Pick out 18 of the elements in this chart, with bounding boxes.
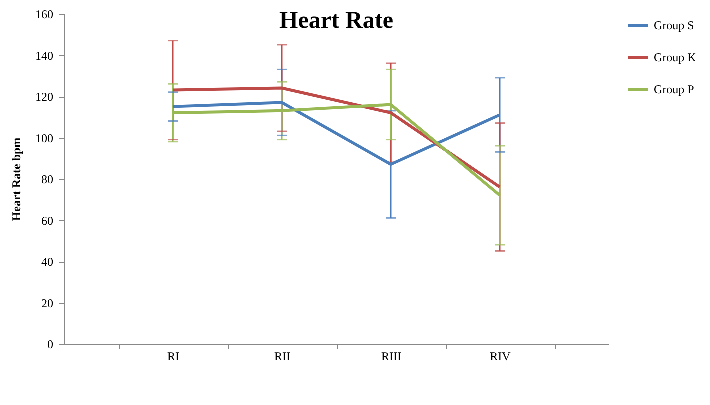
- chart-title: Heart Rate: [280, 8, 394, 34]
- y-tick-label: 140: [36, 48, 54, 63]
- y-tick-label: 0: [48, 338, 54, 352]
- y-tick-label: 20: [42, 296, 54, 310]
- y-tick-label: 40: [42, 255, 54, 269]
- y-tick-label: 60: [42, 214, 54, 228]
- y-tick-label: 80: [42, 172, 54, 186]
- x-tick-label: RII: [274, 350, 290, 364]
- x-tick-label: RI: [168, 350, 180, 364]
- x-tick-label: RIV: [490, 350, 512, 364]
- legend-label: Group K: [654, 50, 697, 64]
- legend-label: Group P: [654, 82, 695, 96]
- y-tick-label: 160: [36, 8, 54, 22]
- x-tick-label: RIII: [382, 350, 402, 364]
- y-tick-label: 120: [36, 90, 54, 104]
- legend-label: Group S: [654, 18, 694, 32]
- y-tick-label: 100: [36, 131, 54, 146]
- y-axis-title: Heart Rate bpm: [10, 138, 24, 222]
